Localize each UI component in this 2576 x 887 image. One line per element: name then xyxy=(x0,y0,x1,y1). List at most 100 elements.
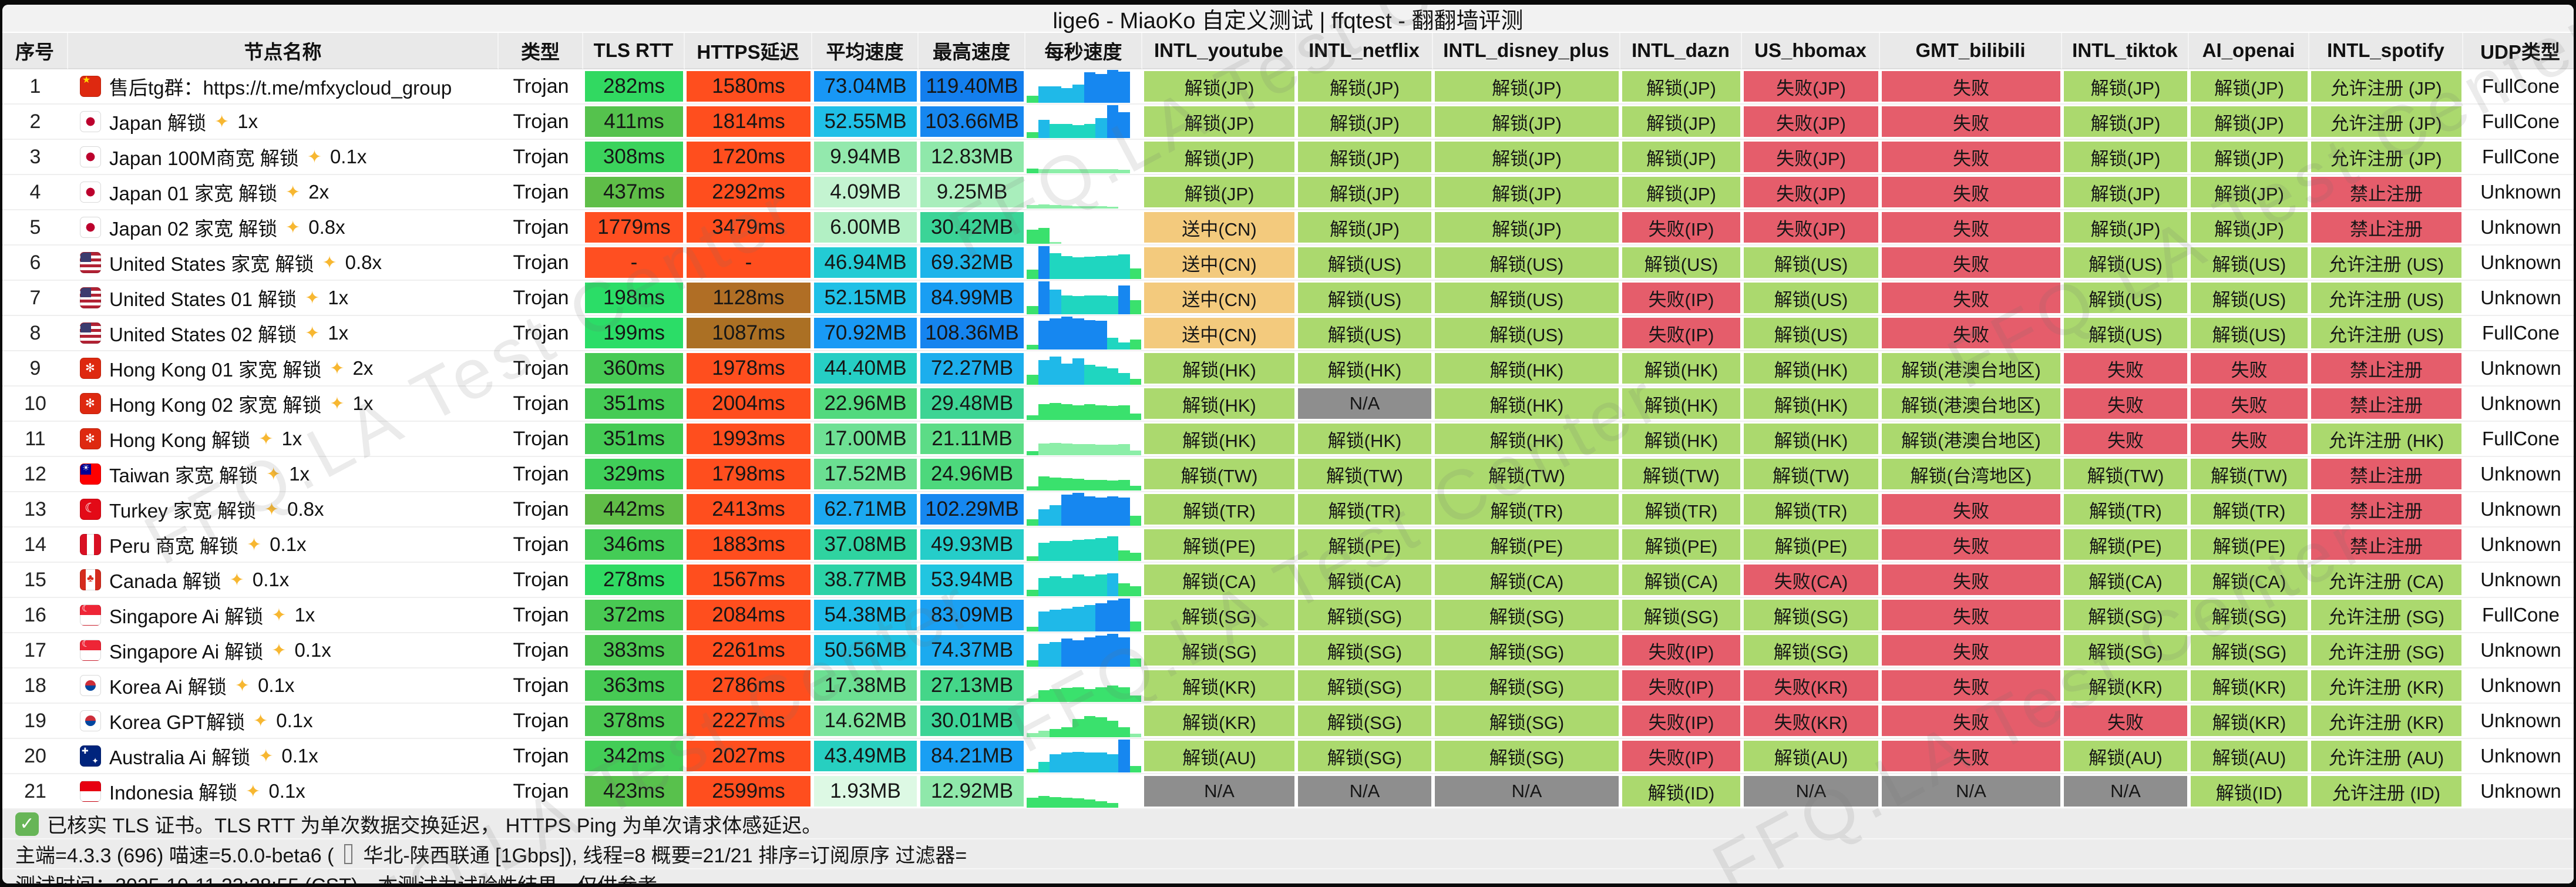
node-name-cell: Canada 解锁 ✦ 0.1x xyxy=(68,563,499,598)
unlock-cell-youtube: 解锁(HK) xyxy=(1142,387,1296,422)
sparkline-bar xyxy=(1084,72,1095,103)
sparkline-bar xyxy=(1095,367,1107,385)
unlock-cell-dazn: 失败(IP) xyxy=(1620,281,1742,316)
node-name: Hong Kong 02 家宽 解锁 xyxy=(109,394,322,416)
sparkline-bar xyxy=(1027,344,1038,350)
unlock-cell-netflix: 解锁(SG) xyxy=(1296,633,1433,668)
sparkline-bar xyxy=(1061,688,1072,702)
unlock-cell-hbomax: N/A xyxy=(1742,774,1880,809)
unlock-cell-openai: 解锁(CA) xyxy=(2189,563,2309,598)
udp-type-cell: FullCone xyxy=(2463,316,2574,351)
unlock-cell-tiktok: 失败 xyxy=(2062,422,2189,457)
column-header-10: INTL_disney_plus xyxy=(1433,33,1620,69)
row-index: 12 xyxy=(2,457,68,492)
sparkline-bar xyxy=(1027,698,1038,702)
unlock-cell-hbomax: 解锁(US) xyxy=(1742,281,1880,316)
node-multiplier: 0.8x xyxy=(287,498,324,520)
sparkline-bar xyxy=(1050,576,1061,596)
country-flag-icon-hk xyxy=(80,358,101,379)
sparkline-bar xyxy=(1072,85,1084,103)
unlock-cell-tiktok: 失败 xyxy=(2062,351,2189,387)
sparkline-bar xyxy=(1107,802,1118,808)
sparkline-bar xyxy=(1038,476,1050,490)
sparkline-bar xyxy=(1038,360,1050,385)
unlock-cell-dazn: 解锁(TW) xyxy=(1620,457,1742,492)
sparkline-bar xyxy=(1129,340,1141,350)
sparkline-bar xyxy=(1118,169,1130,173)
missing-glyph-box xyxy=(344,844,353,864)
unlock-cell-youtube: 解锁(JP) xyxy=(1142,69,1296,105)
https-latency-cell: 1567ms xyxy=(685,563,812,598)
unlock-cell-youtube: 解锁(SG) xyxy=(1142,633,1296,668)
node-multiplier: 1x xyxy=(328,287,349,308)
sparkline-bar xyxy=(1038,730,1050,737)
sparkle-icon: ✦ xyxy=(329,358,345,378)
row-index: 14 xyxy=(2,528,68,563)
sparkline-bar xyxy=(1038,320,1050,350)
unlock-cell-dazn: 解锁(US) xyxy=(1620,246,1742,281)
sparkline-bar xyxy=(1095,405,1107,420)
unlock-cell-bilibili: 失败 xyxy=(1880,175,2062,210)
max-speed-cell: 29.48MB xyxy=(919,387,1025,422)
node-protocol: Trojan xyxy=(499,422,583,457)
sparkline-bar xyxy=(1095,169,1107,173)
sparkle-icon: ✦ xyxy=(271,605,287,625)
unlock-cell-hbomax: 失败(CA) xyxy=(1742,563,1880,598)
column-header-0: 序号 xyxy=(2,33,68,69)
sparkle-icon: ✦ xyxy=(229,570,244,590)
sparkle-icon: ✦ xyxy=(307,147,322,167)
udp-type-cell: Unknown xyxy=(2463,210,2574,246)
avg-speed-cell: 43.49MB xyxy=(812,739,919,774)
sparkline-bar xyxy=(1072,206,1084,209)
node-name-cell: Indonesia 解锁 ✦ 0.1x xyxy=(68,774,499,809)
country-flag-icon-jp xyxy=(80,217,101,238)
unlock-cell-netflix: 解锁(US) xyxy=(1296,316,1433,351)
unlock-cell-tiktok: 解锁(TR) xyxy=(2062,492,2189,528)
node-name-cell: United States 家宽 解锁 ✦ 0.8x xyxy=(68,246,499,281)
unlock-cell-openai: 解锁(JP) xyxy=(2189,69,2309,105)
column-header-5: 平均速度 xyxy=(812,33,919,69)
tls-rtt-cell: 378ms xyxy=(583,704,685,739)
row-index: 1 xyxy=(2,69,68,105)
unlock-cell-youtube: 解锁(KR) xyxy=(1142,668,1296,704)
node-name-cell: Hong Kong 解锁 ✦ 1x xyxy=(68,422,499,457)
sparkline-bar xyxy=(1107,169,1118,173)
sparkline-bar xyxy=(1107,481,1118,490)
sparkline-bar xyxy=(1027,375,1038,385)
speed-sparkline-cell xyxy=(1025,175,1142,210)
node-name-cell: Korea GPT解锁 ✦ 0.1x xyxy=(68,704,499,739)
sparkline-bar xyxy=(1107,634,1118,667)
column-header-15: AI_openai xyxy=(2189,33,2309,69)
node-name: Japan 100M商宽 解锁 xyxy=(109,147,299,169)
row-index: 11 xyxy=(2,422,68,457)
sparkline-bar xyxy=(1050,318,1061,350)
tls-rtt-cell: 351ms xyxy=(583,422,685,457)
sparkline-bar xyxy=(1095,603,1107,631)
node-protocol: Trojan xyxy=(499,668,583,704)
column-header-7: 每秒速度 xyxy=(1025,33,1142,69)
unlock-cell-spotify: 允许注册 (KR) xyxy=(2309,668,2463,704)
sparkline-bar xyxy=(1027,270,1038,279)
avg-speed-cell: 22.96MB xyxy=(812,387,919,422)
sparkle-icon: ✦ xyxy=(258,746,274,766)
udp-type-cell: Unknown xyxy=(2463,281,2574,316)
unlock-cell-openai: 解锁(PE) xyxy=(2189,528,2309,563)
max-speed-cell: 83.09MB xyxy=(919,598,1025,633)
unlock-cell-bilibili: 失败 xyxy=(1880,246,2062,281)
country-flag-icon-tr xyxy=(80,499,101,520)
sparkline-bar xyxy=(1095,635,1107,667)
node-name: Canada 解锁 xyxy=(109,570,221,592)
unlock-cell-spotify: 允许注册 (SG) xyxy=(2309,633,2463,668)
row-index: 21 xyxy=(2,774,68,809)
unlock-cell-youtube: 送中(CN) xyxy=(1142,316,1296,351)
unlock-cell-bilibili: 失败 xyxy=(1880,563,2062,598)
unlock-cell-disney-plus: 解锁(SG) xyxy=(1433,668,1620,704)
speed-sparkline-cell xyxy=(1025,668,1142,704)
node-name-cell: Japan 02 家宽 解锁 ✦ 0.8x xyxy=(68,210,499,246)
sparkline-bar xyxy=(1107,255,1118,279)
sparkline-bar xyxy=(1107,721,1118,737)
table-row: 7 United States 01 解锁 ✦ 1x Trojan 198ms 1128ms… xyxy=(2,281,2574,316)
unlock-cell-bilibili: 失败 xyxy=(1880,492,2062,528)
sparkline-bar xyxy=(1038,796,1050,808)
unlock-cell-spotify: 禁止注册 xyxy=(2309,492,2463,528)
